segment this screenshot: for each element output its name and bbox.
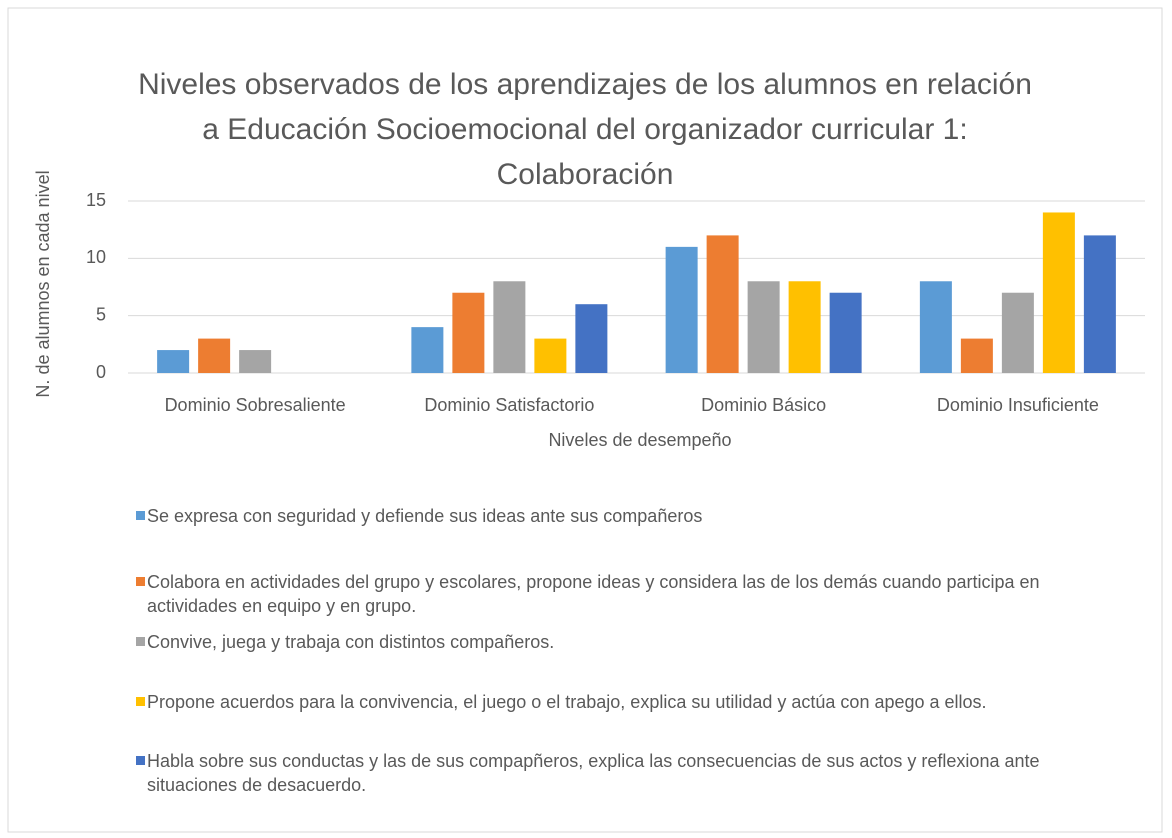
- bar: [706, 235, 739, 373]
- bar: [411, 327, 444, 373]
- bar: [575, 304, 608, 373]
- bar: [829, 292, 862, 373]
- legend-label: Propone acuerdos para la convivencia, el…: [147, 692, 987, 712]
- bar: [665, 246, 698, 373]
- bar: [534, 338, 567, 373]
- legend-swatch: [136, 511, 145, 520]
- x-tick-label: Dominio Básico: [701, 395, 826, 415]
- legend-item: Se expresa con seguridad y defiende sus …: [136, 504, 702, 528]
- bar: [493, 281, 526, 373]
- bar: [239, 350, 272, 373]
- legend-item: Habla sobre sus conductas y las de sus c…: [136, 749, 1096, 797]
- bar: [1001, 292, 1034, 373]
- legend-item: Propone acuerdos para la convivencia, el…: [136, 690, 987, 714]
- bar: [198, 338, 231, 373]
- x-tick-label: Dominio Insuficiente: [937, 395, 1099, 415]
- legend-label: Habla sobre sus conductas y las de sus c…: [147, 751, 1040, 795]
- bar: [747, 281, 780, 373]
- bar: [157, 350, 190, 373]
- y-tick-label: 15: [86, 190, 106, 210]
- x-tick-label: Dominio Satisfactorio: [424, 395, 594, 415]
- legend-label: Colabora en actividades del grupo y esco…: [147, 572, 1040, 616]
- bar: [960, 338, 993, 373]
- legend-item: Convive, juega y trabaja con distintos c…: [136, 630, 554, 654]
- bar: [1042, 212, 1075, 373]
- chart-title: Niveles observados de los aprendizajes d…: [138, 68, 1032, 191]
- legend-item: Colabora en actividades del grupo y esco…: [136, 570, 1096, 618]
- bar: [788, 281, 821, 373]
- bar: [1083, 235, 1116, 373]
- x-tick-label: Dominio Sobresaliente: [165, 395, 346, 415]
- chart-frame: [7, 7, 1163, 833]
- legend-swatch: [136, 637, 145, 646]
- bar: [919, 281, 952, 373]
- y-tick-label: 0: [96, 362, 106, 382]
- bar: [452, 292, 485, 373]
- legend-label: Se expresa con seguridad y defiende sus …: [147, 506, 703, 526]
- legend-swatch: [136, 697, 145, 706]
- legend-swatch: [136, 577, 145, 586]
- y-tick-label: 10: [86, 247, 106, 267]
- x-axis-title: Niveles de desempeño: [548, 430, 731, 450]
- y-axis-title: N. de alumnos en cada nivel: [33, 170, 53, 397]
- legend-label: Convive, juega y trabaja con distintos c…: [147, 632, 555, 652]
- legend-swatch: [136, 756, 145, 765]
- y-tick-label: 5: [96, 304, 106, 324]
